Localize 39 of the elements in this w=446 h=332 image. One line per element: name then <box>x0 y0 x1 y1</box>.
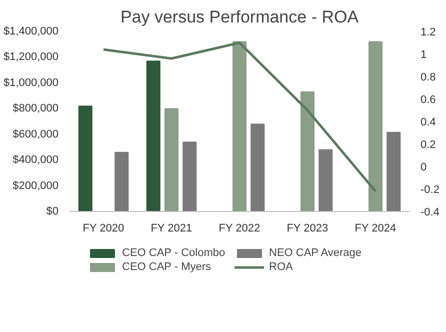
x-tick-label: FY 2023 <box>286 222 328 234</box>
bar <box>78 106 92 212</box>
bar <box>232 41 247 212</box>
x-tick-label: FY 2020 <box>82 222 124 234</box>
legend-label: CEO CAP - Myers <box>122 261 212 273</box>
x-tick-label: FY 2022 <box>218 222 260 234</box>
y2-tick-label: 0.4 <box>420 116 436 128</box>
y2-tick-label: 0.2 <box>420 139 436 151</box>
bar <box>146 60 160 212</box>
legend-label: NEO CAP Average <box>269 247 363 259</box>
y2-tick-label: 0.8 <box>420 72 436 84</box>
chart-title: Pay versus Performance - ROA <box>120 8 360 26</box>
y2-tick-label: 0.6 <box>420 94 436 106</box>
y2-tick-label: 1 <box>420 49 427 61</box>
x-tick-label: FY 2024 <box>354 222 396 234</box>
y2-tick-label: 0 <box>420 162 427 174</box>
y2-tick-label: -0.2 <box>420 184 440 196</box>
bar <box>318 149 333 212</box>
y-tick-label: $200,000 <box>12 180 59 192</box>
y-tick-label: $800,000 <box>12 102 59 115</box>
bar <box>250 124 265 212</box>
bar <box>368 41 383 212</box>
y2-tick-label: 1.2 <box>420 26 436 38</box>
bar <box>300 91 315 212</box>
y-tick-label: $1,000,000 <box>3 76 59 89</box>
bar <box>114 152 129 212</box>
y2-tick-label: -0.4 <box>420 206 440 218</box>
legend-label: ROA <box>269 261 294 273</box>
bar <box>164 108 179 212</box>
line-series <box>102 42 377 192</box>
legend-label: CEO CAP - Colombo <box>122 247 226 259</box>
y-tick-label: $1,400,000 <box>3 26 59 38</box>
bar <box>182 142 197 212</box>
y-tick-label: $600,000 <box>12 128 59 140</box>
x-tick-label: FY 2021 <box>150 222 192 234</box>
y-tick-label: $400,000 <box>12 154 59 166</box>
y-tick-label: $1,200,000 <box>3 51 59 64</box>
y-tick-label: $0 <box>46 206 59 218</box>
bar <box>386 132 401 212</box>
